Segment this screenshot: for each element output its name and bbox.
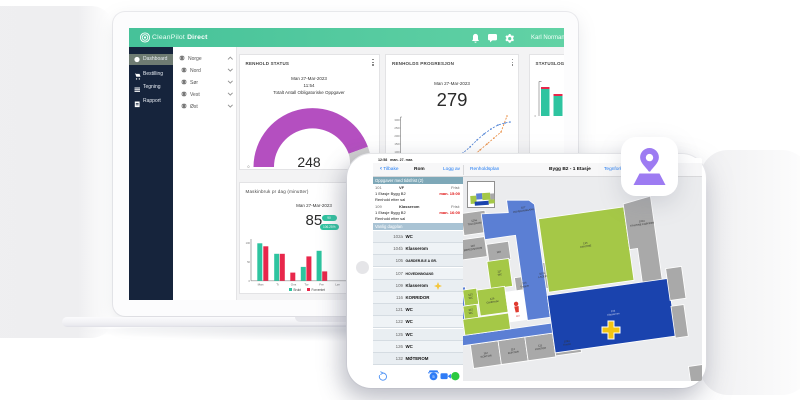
svg-text:250: 250 — [394, 126, 399, 130]
svg-text:Ti: Ti — [276, 283, 279, 287]
svg-text:Forventet: Forventet — [311, 288, 325, 292]
svg-text:107a: 107a — [539, 271, 546, 276]
svg-text:110: 110 — [516, 314, 521, 318]
svg-text:KONTOR: KONTOR — [508, 350, 520, 356]
svg-text:117: 117 — [497, 269, 502, 274]
svg-text:102: 102 — [468, 307, 473, 312]
svg-text:Trapper: Trapper — [520, 283, 530, 288]
svg-text:TAVLEROM: TAVLEROM — [467, 221, 481, 227]
svg-text:Fre: Fre — [319, 283, 324, 287]
svg-text:Brukt: Brukt — [293, 288, 301, 292]
svg-text:KANTINE: KANTINE — [580, 243, 592, 249]
svg-text:Kontor: Kontor — [563, 342, 571, 347]
svg-text:103: 103 — [522, 281, 527, 286]
svg-text:Man: Man — [257, 283, 263, 287]
svg-text:100: 100 — [245, 241, 250, 245]
svg-text:107: 107 — [521, 205, 526, 210]
svg-text:150: 150 — [394, 142, 399, 146]
svg-text:HOVEDINNGANG: HOVEDINNGANG — [513, 207, 535, 214]
svg-text:KANTINE KJØKKEN: KANTINE KJØKKEN — [630, 220, 655, 227]
svg-text:126: 126 — [490, 296, 495, 301]
svg-text:0: 0 — [248, 279, 250, 283]
svg-text:300: 300 — [394, 118, 399, 122]
svg-text:109a: 109a — [564, 339, 571, 344]
svg-text:134: 134 — [611, 308, 616, 313]
svg-text:WC: WC — [468, 295, 473, 300]
svg-text:111: 111 — [538, 343, 543, 348]
svg-text:50: 50 — [247, 260, 250, 264]
svg-text:123: 123 — [468, 292, 473, 297]
svg-text:200: 200 — [394, 134, 399, 138]
svg-text:BEREDSKROM: BEREDSKROM — [464, 246, 483, 253]
svg-text:WC: WC — [497, 272, 502, 277]
svg-text:100a: 100a — [639, 219, 646, 224]
svg-text:125a: 125a — [471, 218, 478, 223]
svg-text:118: 118 — [496, 249, 501, 254]
svg-text:Lør: Lør — [335, 283, 340, 287]
svg-text:Ons: Ons — [290, 283, 296, 287]
svg-text:100: 100 — [394, 150, 399, 154]
svg-text:Garderobe: Garderobe — [486, 299, 499, 305]
svg-text:5: 5 — [432, 373, 435, 378]
svg-text:112: 112 — [483, 351, 488, 356]
svg-text:Tor: Tor — [304, 283, 308, 287]
svg-text:112: 112 — [511, 347, 516, 352]
svg-text:KONTOR: KONTOR — [535, 346, 547, 352]
svg-text:KONTOR: KONTOR — [480, 353, 492, 359]
svg-text:128: 128 — [470, 243, 475, 248]
svg-text:LAGER: LAGER — [538, 274, 547, 279]
svg-text:Klasserom: Klasserom — [607, 311, 620, 317]
svg-text:133: 133 — [583, 241, 588, 246]
svg-text:0: 0 — [534, 114, 536, 118]
svg-text:WC: WC — [468, 311, 473, 316]
